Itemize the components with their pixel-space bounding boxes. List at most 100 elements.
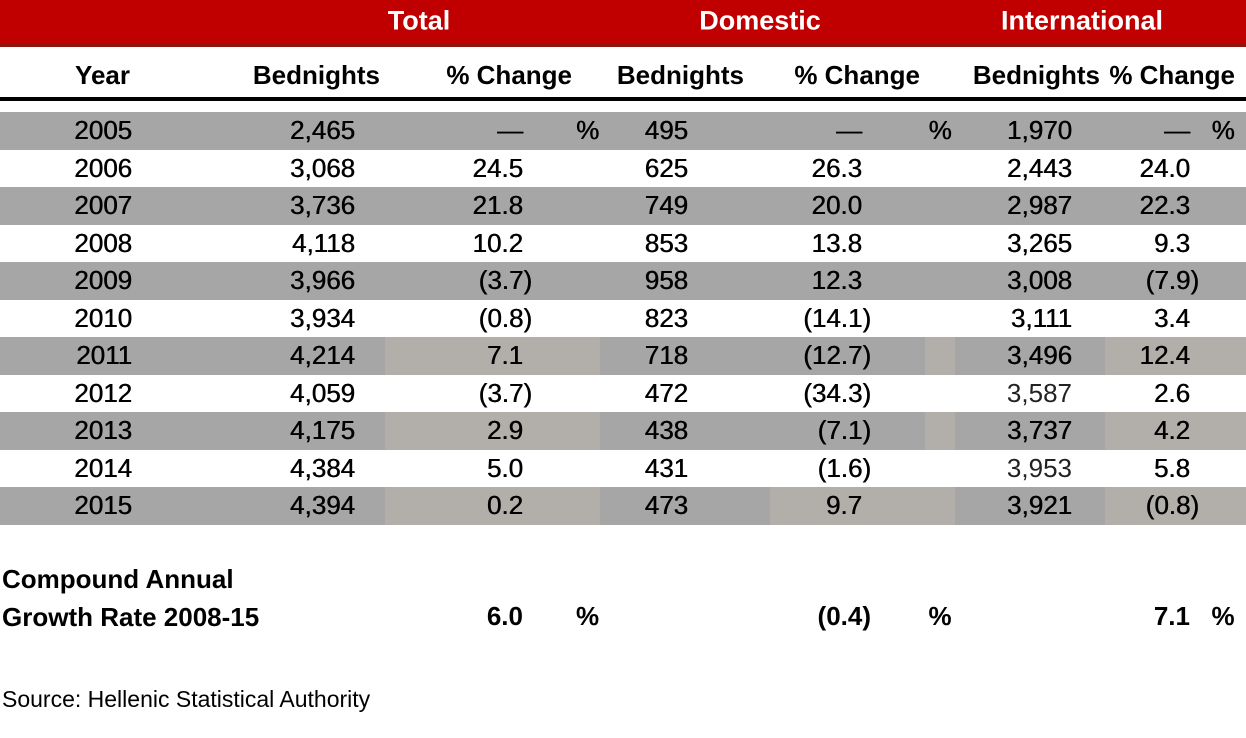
cell-international-bednights: 3,265: [1006, 227, 1072, 258]
cell-domestic-bednights: 958: [600, 262, 770, 300]
table-row: 2014 4,384 5.0 431 (1.6) 3,953 5.8: [0, 450, 1246, 488]
cell-year: 2008: [74, 227, 132, 258]
table-row: 2008 4,118 10.2 853 13.8 3,265 9.3: [0, 225, 1246, 263]
group-header-international: International: [1000, 5, 1164, 36]
cell-domestic-bednights: 473: [600, 487, 770, 525]
cell-international-bednights: 3,737: [955, 412, 1105, 450]
table-row: 2010 3,934 (0.8) 823 (14.1) 3,111 3.4: [0, 300, 1246, 338]
header-gap: [0, 101, 1246, 112]
column-header-domestic-change: % Change: [794, 59, 920, 90]
header-divider: [0, 97, 1246, 101]
cell-percent-unit: [575, 487, 600, 525]
cell-year: 2014: [74, 452, 132, 483]
cell-percent-unit: [1200, 262, 1246, 300]
cell-total-bednights: 4,384: [289, 452, 355, 483]
cell-percent-unit: [925, 412, 955, 450]
cell-international-change: 4.2: [1105, 412, 1200, 450]
group-header-bar: Total Domestic International: [0, 0, 1246, 47]
cell-domestic-change: 12.3: [770, 262, 925, 300]
group-header-total: Total: [387, 5, 451, 36]
cell-domestic-bednights: 472: [644, 377, 688, 408]
cell-total-bednights: 4,175: [163, 412, 385, 450]
cell-international-change: 5.8: [1153, 452, 1190, 483]
cell-percent-unit: %: [925, 112, 955, 150]
cagr-row: Compound Annual Growth Rate 2008-15 6.0 …: [0, 560, 1246, 636]
cell-international-bednights: 3,496: [955, 337, 1105, 375]
column-header-international-bednights: Bednights: [972, 59, 1100, 90]
cell-percent-unit: [575, 412, 600, 450]
source-note: Source: Hellenic Statistical Authority: [2, 685, 371, 712]
cell-international-bednights: 3,008: [955, 262, 1105, 300]
cell-percent-unit: [1200, 375, 1246, 413]
column-header-domestic-bednights: Bednights: [616, 59, 744, 90]
cagr-international-value: 7.1: [1153, 601, 1190, 632]
column-header-year: Year: [75, 59, 130, 90]
cell-domestic-change: (7.1): [770, 412, 925, 450]
cell-international-change: 2.6: [1153, 377, 1190, 408]
cell-international-bednights: 2,443: [1006, 152, 1072, 183]
table-row: 2011 4,214 7.1 718 (12.7) 3,496 12.4: [0, 337, 1246, 375]
cell-total-change: 2.9: [385, 412, 575, 450]
cell-percent-unit: [1200, 337, 1246, 375]
cell-domestic-change: 26.3: [811, 152, 862, 183]
cell-domestic-change: (12.7): [770, 337, 925, 375]
cell-total-bednights: 3,736: [163, 187, 385, 225]
cell-year: 2015: [0, 487, 163, 525]
cell-year: 2009: [0, 262, 163, 300]
cell-international-change: (7.9): [1105, 262, 1200, 300]
cell-percent-unit: [1200, 187, 1246, 225]
group-header-domestic: Domestic: [699, 5, 821, 36]
cell-percent-unit: [925, 300, 955, 338]
cell-domestic-bednights: 438: [600, 412, 770, 450]
cell-total-bednights: 3,068: [289, 152, 355, 183]
cell-year: 2010: [74, 302, 132, 333]
cell-domestic-change: 13.8: [811, 227, 862, 258]
cell-domestic-bednights: 625: [644, 152, 688, 183]
cell-domestic-change: (14.1): [803, 302, 871, 333]
cell-total-change: (3.7): [385, 262, 575, 300]
cell-total-bednights: 4,059: [289, 377, 355, 408]
cell-total-change: —: [385, 112, 575, 150]
cell-total-bednights: 3,934: [289, 302, 355, 333]
cagr-domestic-percent-unit: %: [928, 601, 952, 632]
cell-percent-unit: [1200, 300, 1246, 338]
cagr-total-value: 6.0: [486, 601, 523, 632]
cell-percent-unit: [925, 487, 955, 525]
table-row: 2015 4,394 0.2 473 9.7 3,921 (0.8): [0, 487, 1246, 525]
cell-total-bednights: 4,394: [163, 487, 385, 525]
cagr-label-line2: Growth Rate 2008-15: [2, 601, 260, 632]
cell-international-bednights: 3,111: [1010, 302, 1072, 333]
cell-total-change: 7.1: [385, 337, 575, 375]
cell-total-change: 5.0: [486, 452, 523, 483]
cell-domestic-change: (1.6): [817, 452, 871, 483]
cell-percent-unit: [1200, 150, 1246, 188]
cell-total-change: (0.8): [478, 302, 532, 333]
cell-percent-unit: %: [575, 112, 600, 150]
table-row: 2005 2,465—% 495—% 1,970—%: [0, 112, 1246, 150]
cell-international-change: 12.4: [1105, 337, 1200, 375]
column-header-row: Year Bednights % Change Bednights % Chan…: [0, 47, 1246, 97]
cell-percent-unit: [925, 337, 955, 375]
cell-total-change: 10.2: [472, 227, 523, 258]
cell-percent-unit: [575, 375, 600, 413]
cell-international-change: (0.8): [1105, 487, 1200, 525]
table-row: 2013 4,175 2.9 438 (7.1) 3,737 4.2: [0, 412, 1246, 450]
cell-domestic-change: 20.0: [770, 187, 925, 225]
cell-total-bednights: 2,465: [163, 112, 385, 150]
cell-total-change: 24.5: [472, 152, 523, 183]
cell-percent-unit: [575, 450, 600, 488]
cell-percent-unit: %: [1200, 112, 1246, 150]
cell-international-bednights: 3,587: [1006, 377, 1072, 408]
cell-percent-unit: [575, 300, 600, 338]
table-row: 2007 3,736 21.8 749 20.0 2,987 22.3: [0, 187, 1246, 225]
cell-percent-unit: [925, 375, 955, 413]
cell-percent-unit: [925, 225, 955, 263]
cell-percent-unit: [575, 262, 600, 300]
cell-percent-unit: [1200, 487, 1246, 525]
cagr-spacer: [955, 598, 1105, 636]
cell-year: 2007: [0, 187, 163, 225]
cell-total-bednights: 4,214: [163, 337, 385, 375]
cell-total-change: (3.7): [478, 377, 532, 408]
cell-percent-unit: [1200, 450, 1246, 488]
